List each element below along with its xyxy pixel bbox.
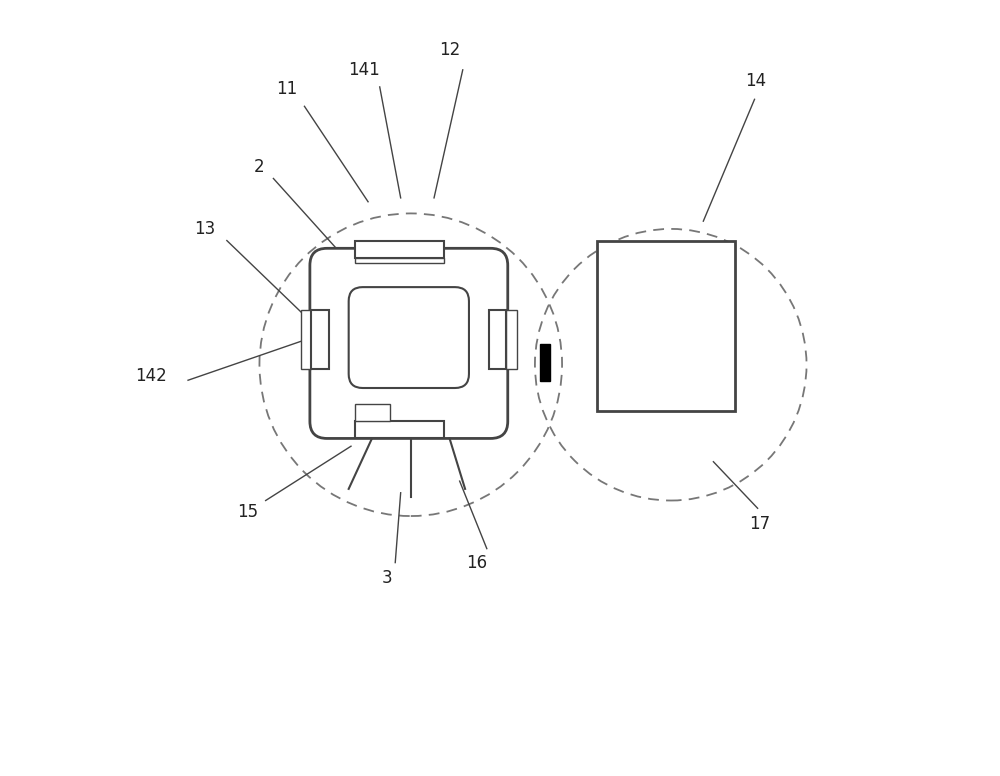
Text: 17: 17 [749,514,771,533]
Bar [540,344,550,381]
Text: 3: 3 [382,569,393,587]
Bar [355,404,390,421]
Text: 11: 11 [276,80,297,99]
Text: 15: 15 [237,503,258,521]
Bar [506,310,517,369]
Bar [311,310,329,369]
Text: 141: 141 [348,61,380,79]
Bar [355,258,444,263]
Text: 16: 16 [466,553,487,572]
Text: 14: 14 [746,72,767,91]
Text: 13: 13 [194,220,216,238]
Text: 2: 2 [254,158,265,176]
Text: 12: 12 [439,41,460,60]
Bar [301,310,311,369]
Bar [597,241,735,411]
Text: 142: 142 [135,367,167,386]
Bar [355,241,444,258]
Bar [355,421,444,438]
Bar [489,310,506,369]
FancyBboxPatch shape [349,287,469,388]
FancyBboxPatch shape [310,248,508,438]
